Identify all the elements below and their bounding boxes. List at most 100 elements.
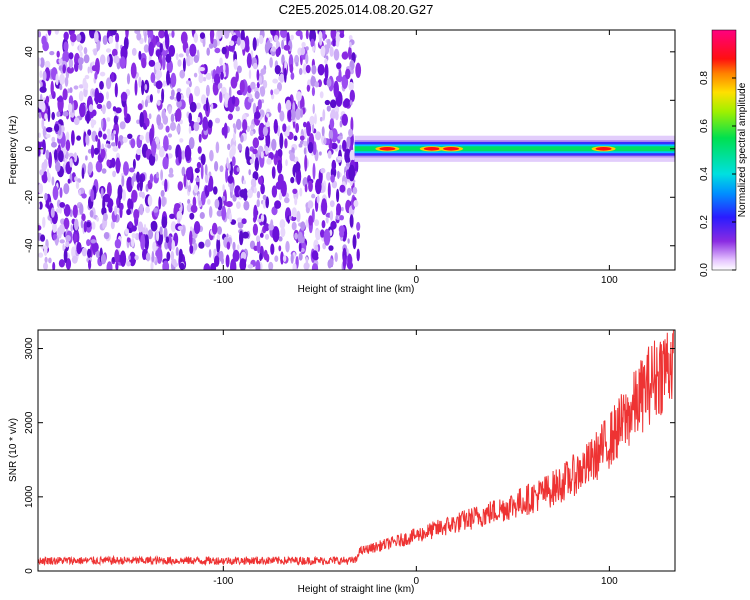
noise-blob — [43, 245, 48, 256]
noise-blob — [194, 167, 200, 174]
noise-blob — [98, 130, 103, 138]
noise-blob — [170, 72, 177, 88]
noise-blob — [297, 231, 303, 244]
noise-blob — [76, 242, 82, 255]
noise-blob — [78, 62, 83, 71]
colorbar-tick-label: 0.8 — [699, 71, 710, 85]
noise-blob — [115, 32, 120, 43]
noise-blob — [45, 149, 50, 160]
noise-blob — [52, 185, 59, 201]
noise-blob — [346, 248, 349, 256]
noise-blob — [305, 219, 309, 228]
noise-blob — [321, 220, 326, 229]
noise-blob — [85, 155, 88, 161]
noise-blob — [315, 178, 322, 195]
noise-blob — [326, 38, 331, 49]
noise-blob — [337, 135, 343, 140]
noise-blob — [210, 30, 214, 46]
noise-blob — [39, 57, 45, 68]
noise-blob — [100, 187, 104, 199]
noise-blob — [181, 166, 186, 177]
noise-blob — [74, 61, 79, 72]
noise-blob — [188, 125, 192, 134]
noise-blob — [227, 175, 234, 184]
noise-blob — [230, 30, 234, 35]
noise-blob — [334, 252, 338, 263]
noise-blob — [189, 101, 197, 113]
noise-blob — [47, 105, 51, 123]
noise-blob — [319, 91, 324, 99]
noise-blob — [275, 150, 279, 159]
noise-blob — [124, 228, 129, 235]
noise-blob — [262, 79, 268, 89]
noise-blob — [127, 133, 133, 139]
noise-blob — [119, 121, 126, 130]
noise-blob — [189, 43, 197, 57]
noise-blob — [284, 197, 290, 204]
noise-blob — [331, 159, 337, 171]
noise-blob — [246, 125, 251, 133]
noise-blob — [106, 128, 111, 135]
noise-blob — [171, 240, 176, 251]
noise-blob — [348, 128, 354, 137]
noise-blob — [250, 81, 256, 90]
noise-blob — [63, 41, 69, 52]
noise-blob — [168, 106, 172, 115]
noise-blob — [110, 30, 117, 36]
noise-blob — [131, 233, 136, 239]
noise-blob — [256, 191, 261, 199]
noise-blob — [41, 118, 45, 130]
noise-blob — [101, 104, 106, 115]
noise-blob — [319, 151, 322, 156]
noise-blob — [236, 201, 241, 209]
noise-blob — [156, 230, 160, 242]
noise-blob — [300, 108, 304, 118]
noise-blob — [198, 241, 205, 249]
noise-blob — [320, 229, 325, 238]
noise-blob — [329, 99, 337, 109]
noise-blob — [59, 84, 63, 91]
noise-blob — [241, 218, 247, 225]
snr-xlabel: Height of straight line (km) — [298, 584, 415, 595]
noise-blob — [165, 125, 170, 133]
noise-blob — [324, 99, 331, 106]
noise-blob — [243, 180, 246, 185]
noise-blob — [294, 54, 300, 65]
noise-blob — [102, 35, 108, 45]
noise-blob — [158, 146, 165, 158]
noise-blob — [240, 134, 244, 143]
noise-blob — [273, 119, 278, 134]
noise-blob — [269, 57, 273, 68]
noise-blob — [333, 80, 340, 98]
noise-blob — [111, 256, 116, 263]
noise-blob — [119, 205, 123, 219]
snr-ylabel: SNR (10 * v/v) — [8, 418, 19, 482]
noise-blob — [348, 81, 354, 91]
noise-blob — [342, 255, 347, 270]
noise-blob — [226, 157, 229, 169]
noise-blob — [283, 44, 291, 51]
noise-blob — [325, 217, 329, 222]
noise-blob — [67, 178, 71, 184]
noise-blob — [260, 86, 266, 97]
noise-blob — [275, 181, 283, 190]
noise-blob — [253, 111, 261, 119]
noise-blob — [156, 99, 161, 106]
noise-blob — [221, 46, 227, 55]
noise-blob — [349, 214, 354, 228]
noise-blob — [291, 207, 297, 218]
noise-blob — [168, 32, 171, 37]
noise-blob — [216, 210, 223, 217]
noise-blob — [42, 216, 46, 228]
noise-blob — [228, 44, 235, 52]
noise-blob — [131, 47, 137, 56]
noise-blob — [150, 220, 158, 232]
noise-blob — [65, 150, 69, 160]
noise-blob — [225, 63, 229, 78]
noise-blob — [158, 30, 165, 39]
noise-blob — [207, 119, 213, 129]
noise-blob — [114, 238, 122, 249]
noise-blob — [271, 206, 278, 216]
noise-blob — [271, 166, 276, 179]
y-tick-label: -40 — [24, 238, 35, 253]
